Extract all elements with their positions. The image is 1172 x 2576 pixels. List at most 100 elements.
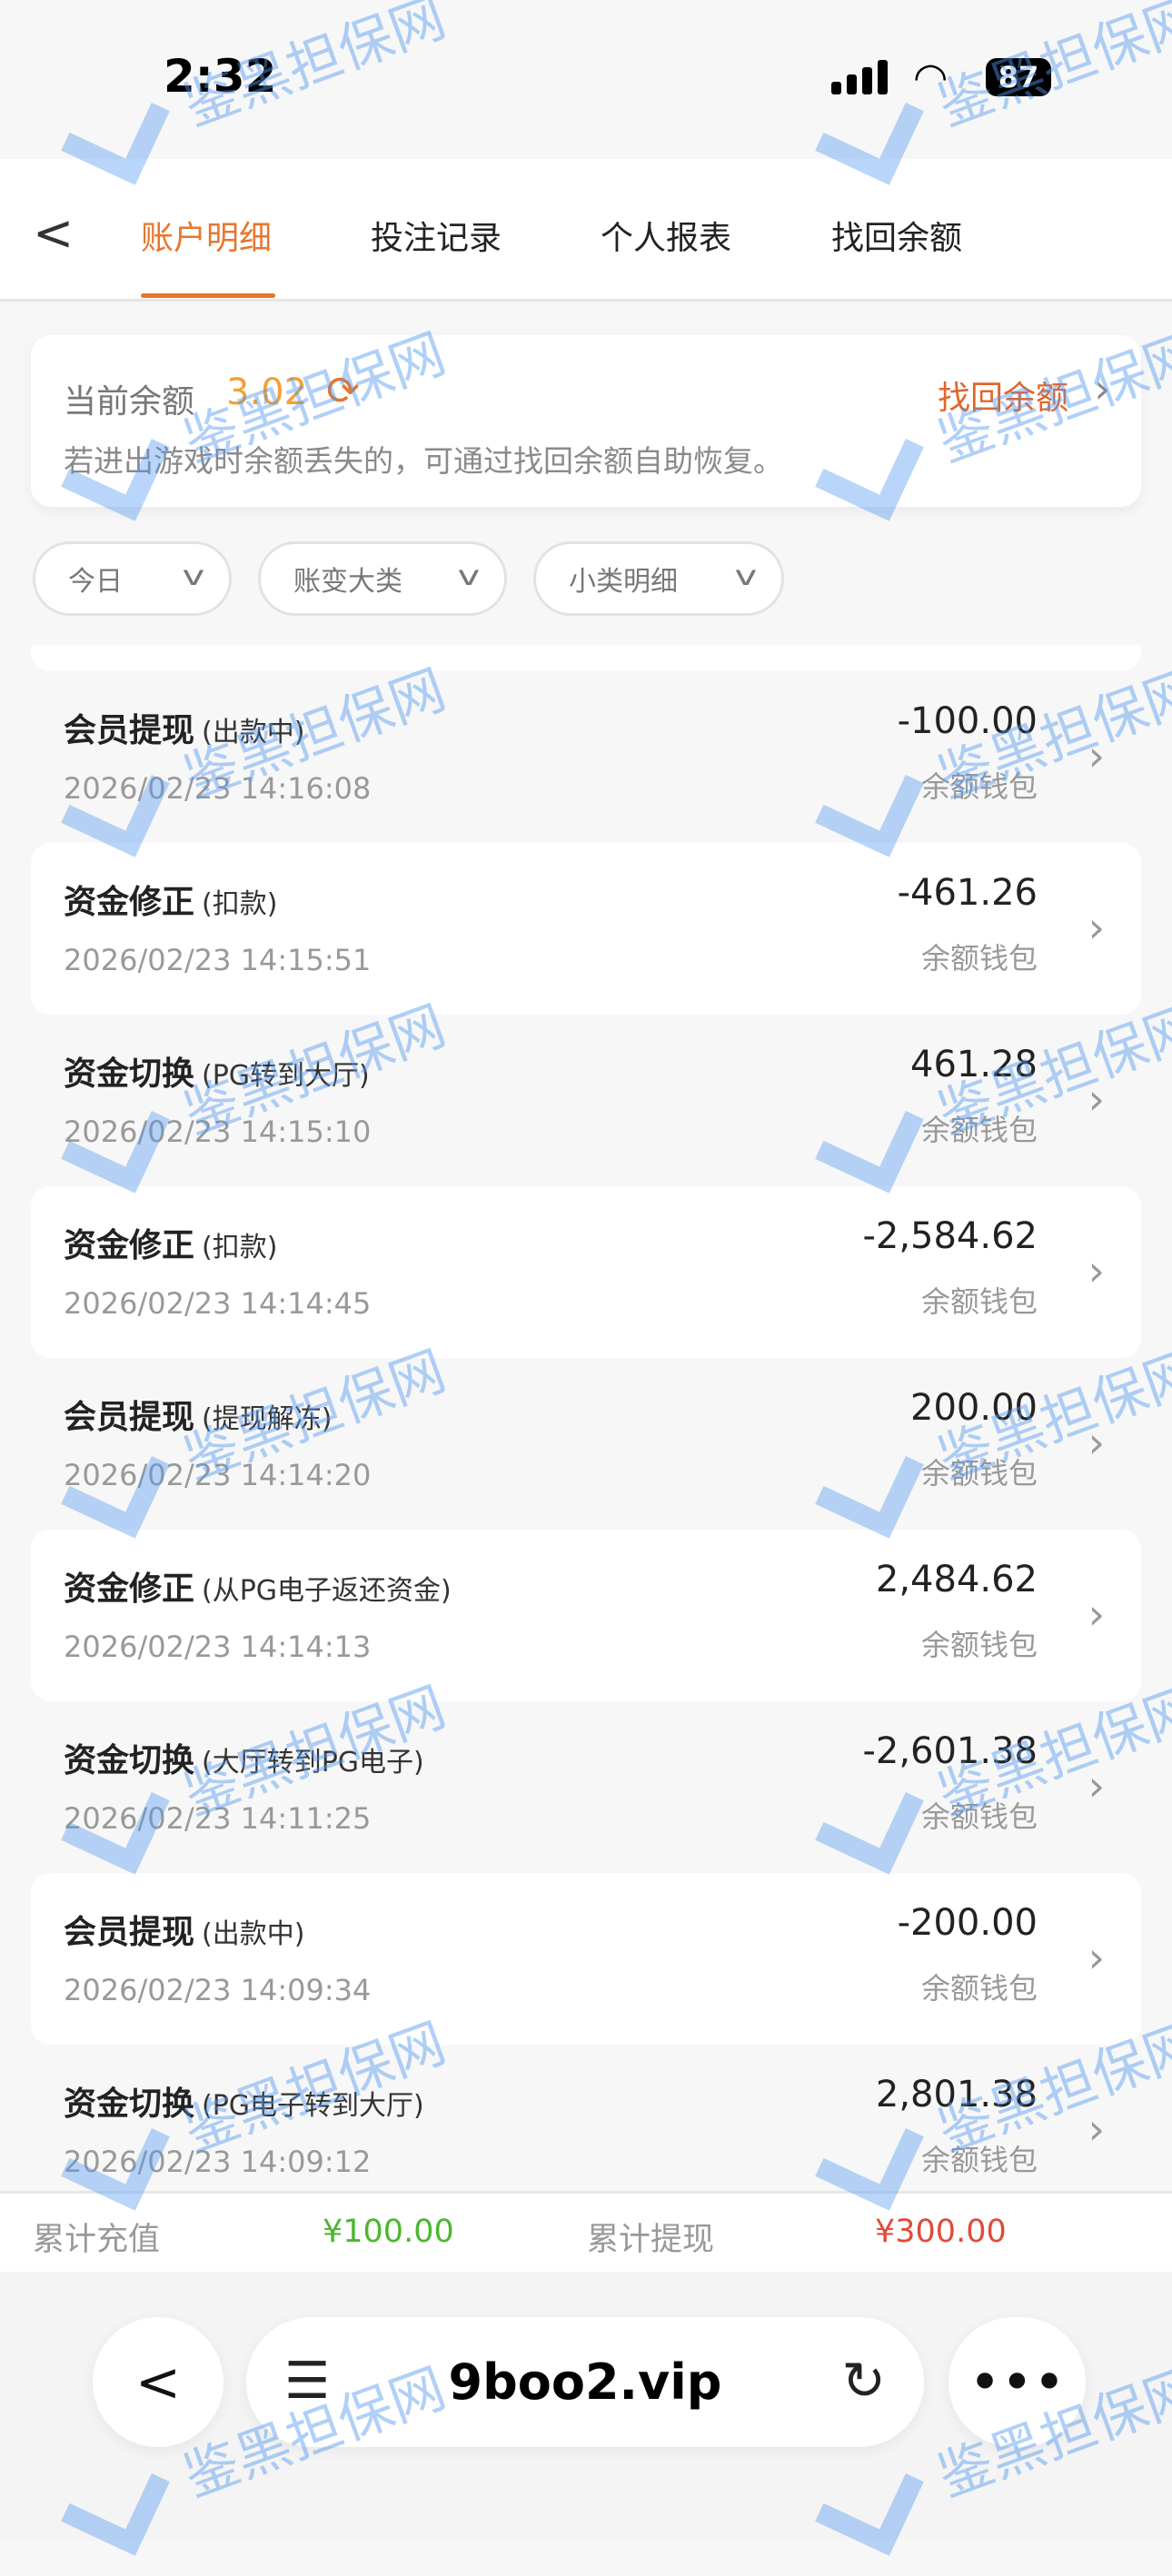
wifi-icon: ◠ [913,54,949,101]
recharge-label: 累计充值 [33,2222,161,2258]
chevron-right-icon: › [1088,1075,1105,1124]
record-title: 资金修正 (扣款) [64,876,277,923]
chevron-right-icon: › [1088,1761,1105,1810]
balance-value: 3.02 [226,372,308,413]
record-amount: -461.26 [897,872,1038,914]
record-subtype: (出款中) [202,1918,305,1950]
record-type: 资金切换 [64,1742,195,1779]
record-date: 2026/02/23 14:15:10 [64,1115,372,1149]
record-title: 资金修正 (从PG电子返还资金) [64,1562,452,1610]
record-amount: -2,584.62 [862,1215,1038,1257]
record-amount: -2,601.38 [862,1730,1038,1772]
tab-recover-balance[interactable]: 找回余额 [831,220,963,257]
record-type: 资金修正 [64,1570,195,1608]
record-date: 2026/02/23 14:14:45 [64,1286,372,1321]
reload-icon[interactable]: ↻ [841,2350,886,2412]
record-amount: 200.00 [910,1387,1038,1429]
more-icon: ••• [968,2350,1066,2414]
record-title: 资金修正 (扣款) [64,1219,277,1266]
record-title: 资金切换 (大厅转到PG电子) [64,1734,424,1781]
address-bar[interactable]: ☰ 9boo2.vip ↻ [246,2317,924,2447]
record-type: 资金修正 [64,1227,195,1264]
record-wallet: 余额钱包 [920,769,1038,804]
record-title: 会员提现 (出款中) [64,704,304,751]
record-list[interactable]: 会员提现 (出款中) 2026/02/23 14:16:08 -100.00 余额… [0,645,1172,2191]
record-wallet: 余额钱包 [920,2143,1038,2177]
filter-label: 今日 [68,566,123,598]
record-date: 2026/02/23 14:14:20 [64,1458,372,1492]
tab-bet-records[interactable]: 投注记录 [371,220,502,257]
withdraw-value: ¥300.00 [875,2214,1007,2250]
record-wallet: 余额钱包 [920,1628,1038,1662]
record-title: 会员提现 (提现解冻) [64,1391,332,1438]
record-subtype: (扣款) [202,888,278,920]
record-row[interactable]: 资金切换 (PG转到大厅) 2026/02/23 14:15:10 461.28 … [31,1015,1141,1186]
chevron-right-icon: › [1088,903,1105,952]
chevron-down-icon: v [457,560,481,592]
active-tab-indicator [141,293,275,298]
filter-label: 账变大类 [293,566,402,598]
withdraw-label: 累计提现 [587,2222,715,2258]
balance-tip: 若进出游戏时余额丢失的，可通过找回余额自助恢复。 [64,443,783,479]
summary-bar: 累计充值 ¥100.00 累计提现 ¥300.00 [0,2191,1172,2272]
balance-card: 当前余额 3.02 ⟳ 找回余额 › 若进出游戏时余额丢失的，可通过找回余额自助… [31,335,1141,507]
record-amount: 461.28 [910,1044,1038,1085]
record-wallet: 余额钱包 [920,1284,1038,1319]
record-type: 会员提现 [64,1914,195,1951]
chevron-right-icon[interactable]: › [1094,366,1110,412]
filter-label: 小类明细 [569,566,678,598]
record-subtype: (大厅转到PG电子) [202,1747,424,1778]
record-row[interactable]: 会员提现 (出款中) 2026/02/23 14:09:34 -200.00 余额… [31,1873,1141,2045]
record-subtype: (PG电子转到大厅) [202,2090,424,2122]
record-date: 2026/02/23 14:09:12 [64,2145,372,2179]
record-row[interactable]: 资金修正 (扣款) 2026/02/23 14:15:51 -461.26 余额钱… [31,843,1141,1015]
record-title: 资金切换 (PG电子转到大厅) [64,2077,424,2125]
record-date: 2026/02/23 14:15:51 [64,943,372,977]
chevron-right-icon: › [1088,1590,1105,1639]
signal-icon [831,60,888,94]
tab-bar: < 账户明细 投注记录 个人报表 找回余额 [0,159,1172,302]
chevron-left-icon: < [134,2350,182,2414]
filter-date[interactable]: 今日 v [33,541,232,616]
record-type: 资金修正 [64,884,195,921]
tab-account-detail[interactable]: 账户明细 [141,220,273,257]
record-row[interactable]: 会员提现 (提现解冻) 2026/02/23 14:14:20 200.00 余额… [31,1358,1141,1530]
record-row[interactable]: 会员提现 (出款中) 2026/02/23 14:16:08 -100.00 余额… [31,671,1141,843]
browser-back-button[interactable]: < [93,2317,223,2447]
chevron-down-icon: v [734,560,758,592]
record-row[interactable]: 资金修正 (从PG电子返还资金) 2026/02/23 14:14:13 2,48… [31,1530,1141,1701]
record-type: 资金切换 [64,2086,195,2123]
filter-category[interactable]: 账变大类 v [258,541,507,616]
record-wallet: 余额钱包 [920,1799,1038,1834]
tab-personal-report[interactable]: 个人报表 [601,220,732,257]
status-bar: 2:32 ◠ 87 [0,0,1172,159]
recharge-value: ¥100.00 [323,2214,454,2250]
record-row[interactable]: 资金切换 (大厅转到PG电子) 2026/02/23 14:11:25 -2,60… [31,1701,1141,1873]
record-row[interactable]: 资金切换 (PG电子转到大厅) 2026/02/23 14:09:12 2,801… [31,2045,1141,2191]
chevron-right-icon: › [1088,1246,1105,1295]
record-row[interactable]: 资金修正 (扣款) 2026/02/23 14:14:45 -2,584.62 余… [31,1186,1141,1358]
record-amount: 2,801.38 [875,2074,1038,2115]
chevron-right-icon: › [1088,1418,1105,1467]
browser-toolbar: < ☰ 9boo2.vip ↻ ••• [0,2272,1172,2540]
record-title: 会员提现 (出款中) [64,1906,304,1953]
record-type: 会员提现 [64,1399,195,1436]
record-subtype: (从PG电子返还资金) [202,1575,452,1607]
record-subtype: (提现解冻) [202,1403,333,1435]
partial-record [31,645,1141,671]
record-subtype: (扣款) [202,1232,278,1263]
record-type: 会员提现 [64,712,195,749]
refresh-icon[interactable]: ⟳ [326,368,360,414]
record-date: 2026/02/23 14:11:25 [64,1801,372,1836]
record-date: 2026/02/23 14:16:08 [64,771,372,806]
more-button[interactable]: ••• [949,2317,1086,2447]
record-wallet: 余额钱包 [920,1113,1038,1147]
chevron-right-icon: › [1088,2105,1105,2154]
record-type: 资金切换 [64,1055,195,1093]
record-amount: -100.00 [897,700,1038,742]
balance-label: 当前余额 [64,383,195,421]
filter-subcategory[interactable]: 小类明细 v [533,541,784,616]
tabs-icon[interactable]: ☰ [284,2352,331,2411]
recover-balance-link[interactable]: 找回余额 [937,380,1068,417]
chevron-left-icon[interactable]: < [33,204,74,262]
